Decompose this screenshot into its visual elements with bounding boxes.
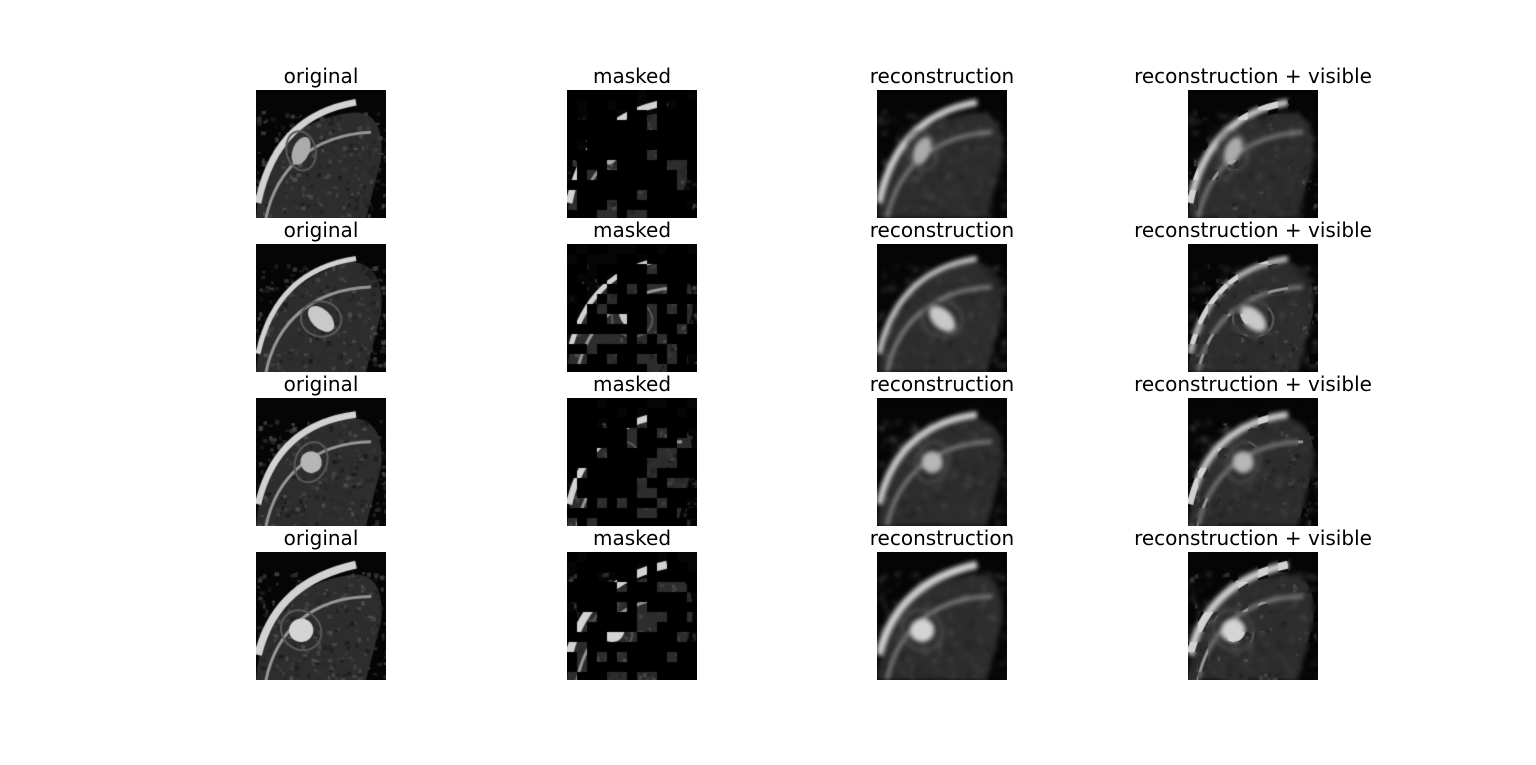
reconstruction-visible-image <box>1188 90 1318 218</box>
image-panel: reconstruction + visible <box>1134 218 1372 372</box>
image-panel: original <box>256 64 386 218</box>
panel-title: masked <box>592 526 672 550</box>
panel-title: masked <box>592 372 672 396</box>
original-image <box>256 552 386 680</box>
panel-title: masked <box>592 64 672 88</box>
image-panel: original <box>256 218 386 372</box>
panel-title: reconstruction + visible <box>1134 526 1372 550</box>
reconstruction-image <box>877 398 1007 526</box>
image-panel: original <box>256 372 386 526</box>
image-panel: reconstruction + visible <box>1134 64 1372 218</box>
original-image <box>256 244 386 372</box>
masked-image <box>567 398 697 526</box>
image-panel: masked <box>567 526 697 680</box>
panel-title: reconstruction <box>869 526 1015 550</box>
original-image <box>256 398 386 526</box>
reconstruction-image <box>877 552 1007 680</box>
panel-title: reconstruction <box>869 218 1015 242</box>
image-panel: reconstruction <box>870 526 1014 680</box>
image-panel: masked <box>567 218 697 372</box>
panel-title: masked <box>592 218 672 242</box>
image-panel: masked <box>567 372 697 526</box>
image-panel: reconstruction <box>870 64 1014 218</box>
image-panel: masked <box>567 64 697 218</box>
original-image <box>256 90 386 218</box>
panel-title: reconstruction <box>869 372 1015 396</box>
panel-title: original <box>283 372 359 396</box>
reconstruction-image <box>877 244 1007 372</box>
panel-title: original <box>283 218 359 242</box>
image-panel: reconstruction <box>870 218 1014 372</box>
reconstruction-image <box>877 90 1007 218</box>
panel-title: reconstruction + visible <box>1134 372 1372 396</box>
panel-title: original <box>283 526 359 550</box>
image-panel: reconstruction + visible <box>1134 372 1372 526</box>
image-panel: reconstruction <box>870 372 1014 526</box>
masked-image <box>567 244 697 372</box>
reconstruction-visible-image <box>1188 552 1318 680</box>
panel-title: reconstruction + visible <box>1134 218 1372 242</box>
reconstruction-visible-image <box>1188 398 1318 526</box>
reconstruction-visible-image <box>1188 244 1318 372</box>
panel-title: original <box>283 64 359 88</box>
image-panel: original <box>256 526 386 680</box>
panel-title: reconstruction <box>869 64 1015 88</box>
masked-image <box>567 90 697 218</box>
panel-title: reconstruction + visible <box>1134 64 1372 88</box>
image-panel: reconstruction + visible <box>1134 526 1372 680</box>
masked-image <box>567 552 697 680</box>
